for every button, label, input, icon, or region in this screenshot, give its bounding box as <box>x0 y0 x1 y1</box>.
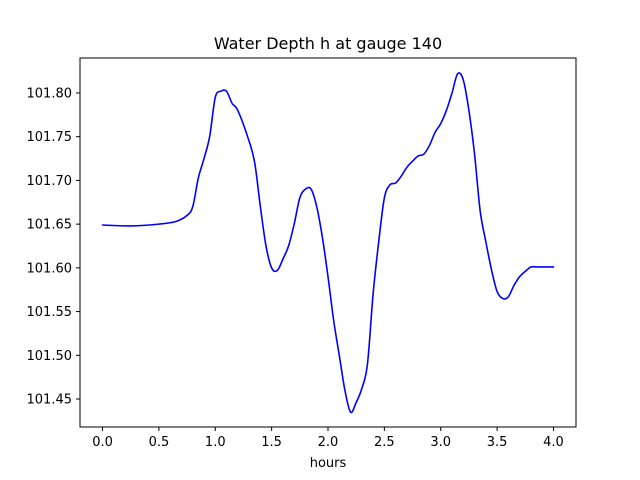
x-tick-label: 1.0 <box>205 435 226 450</box>
y-tick-label: 101.80 <box>27 86 73 101</box>
x-axis-ticks: 0.0 0.5 1.0 1.5 2.0 2.5 3.0 3.5 4.0 <box>92 427 564 450</box>
chart-title: Water Depth h at gauge 140 <box>214 34 442 53</box>
x-tick-label: 2.0 <box>318 435 339 450</box>
x-tick-label: 0.0 <box>92 435 113 450</box>
y-tick-label: 101.50 <box>27 349 73 364</box>
y-axis-ticks: 101.45 101.50 101.55 101.60 101.65 101.70 101.… <box>27 86 80 408</box>
series-line <box>101 72 555 414</box>
x-tick-label: 3.0 <box>430 435 451 450</box>
x-tick-label: 2.5 <box>374 435 395 450</box>
y-tick-label: 101.65 <box>27 218 73 233</box>
x-tick-label: 3.5 <box>487 435 508 450</box>
x-tick-label: 1.5 <box>261 435 282 450</box>
y-tick-label: 101.55 <box>27 305 73 320</box>
x-tick-label: 4.0 <box>543 435 564 450</box>
y-tick-label: 101.45 <box>27 393 73 408</box>
x-tick-label: 0.5 <box>149 435 170 450</box>
plot-frame <box>79 57 577 428</box>
y-tick-label: 101.60 <box>27 261 73 276</box>
y-tick-label: 101.75 <box>27 130 73 145</box>
y-tick-label: 101.70 <box>27 174 73 189</box>
x-axis-label: hours <box>310 456 347 471</box>
